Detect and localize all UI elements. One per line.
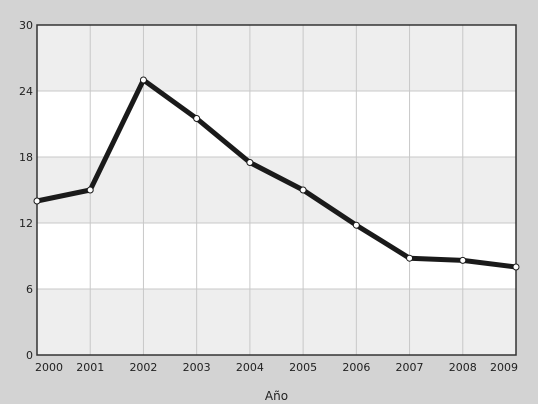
y-tick-label: 18 xyxy=(19,151,33,164)
x-tick-label: 2008 xyxy=(449,361,477,374)
x-tick-label: 2006 xyxy=(342,361,370,374)
data-point xyxy=(193,115,201,122)
x-tick-label: 2007 xyxy=(396,361,424,374)
x-tick-label: 2005 xyxy=(289,361,317,374)
series-layer xyxy=(33,76,520,271)
data-point xyxy=(406,254,414,262)
grid-bands xyxy=(37,25,516,355)
data-point xyxy=(459,256,467,264)
data-point xyxy=(86,186,94,194)
data-point xyxy=(352,221,360,229)
data-point xyxy=(512,263,520,271)
y-tick-label: 24 xyxy=(19,85,33,98)
x-tick-label: 2002 xyxy=(129,361,157,374)
y-tick-label: 30 xyxy=(19,19,33,32)
series-line xyxy=(34,77,519,270)
x-tick-label: 2004 xyxy=(236,361,264,374)
x-axis: 2000 2001 2002 2003 2004 2005 2006 2007 2008 2009 xyxy=(35,361,518,374)
grid-band xyxy=(37,289,516,355)
x-tick-label: 2009 xyxy=(490,361,518,374)
data-point xyxy=(33,197,41,205)
data-point xyxy=(299,186,307,194)
grid-band xyxy=(37,157,516,223)
data-point xyxy=(246,159,254,166)
x-axis-label: Año xyxy=(265,389,288,403)
plot-frame xyxy=(36,24,517,356)
grid-band xyxy=(37,25,516,91)
x-tick-label: 2000 xyxy=(35,361,63,374)
y-tick-label: 0 xyxy=(26,349,33,362)
data-point xyxy=(139,76,147,84)
y-tick-label: 12 xyxy=(19,217,33,230)
x-tick-label: 2003 xyxy=(183,361,211,374)
x-tick-label: 2001 xyxy=(76,361,104,374)
y-tick-label: 6 xyxy=(26,283,33,296)
y-axis: 0 6 12 18 24 30 xyxy=(19,19,33,362)
